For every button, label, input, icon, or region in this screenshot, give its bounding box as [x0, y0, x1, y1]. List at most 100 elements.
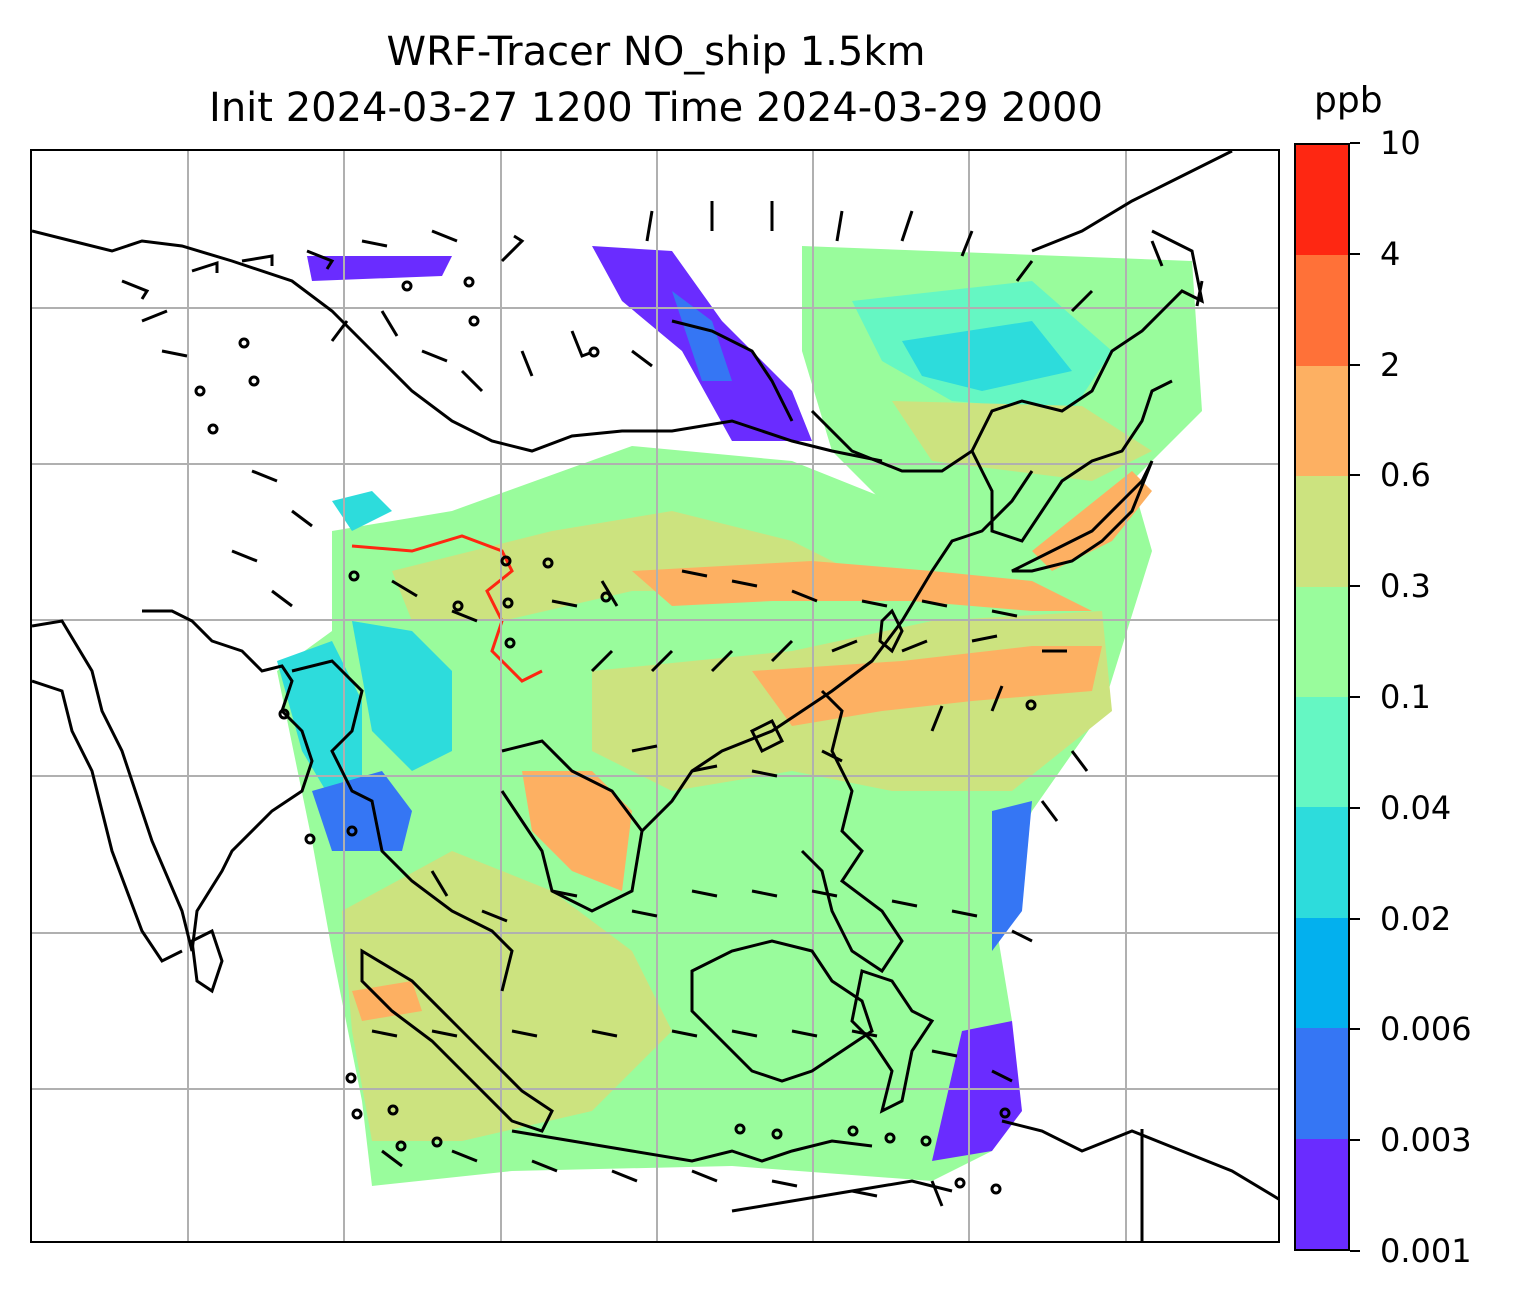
- map-panel: [30, 149, 1280, 1243]
- wind-barb: [811, 889, 838, 898]
- calm-marker: [401, 280, 413, 292]
- wind-barb: [241, 254, 274, 266]
- wind-barb: [990, 685, 1004, 712]
- coast-japan: [1011, 460, 1154, 573]
- tracer-field: [277, 246, 1202, 1186]
- wind-barb: [731, 1029, 758, 1038]
- calm-marker: [278, 708, 290, 720]
- calm-marker: [771, 1128, 783, 1140]
- coast-taiwan: [878, 608, 904, 654]
- colorbar-tick: [1350, 696, 1360, 698]
- wind-barb: [731, 579, 758, 588]
- chart-title-line-1: WRF-Tracer NO_ship 1.5km: [386, 29, 926, 75]
- calm-marker: [395, 1140, 407, 1152]
- calm-marker: [500, 555, 512, 567]
- wind-barb: [451, 1149, 478, 1163]
- wind-barb: [460, 369, 484, 393]
- calm-marker: [884, 1132, 896, 1144]
- coast-korea: [970, 379, 1173, 543]
- wind-barb: [1070, 750, 1089, 772]
- wind-barb: [611, 1169, 638, 1183]
- field-orange-sumatra: [352, 981, 422, 1021]
- field-east-edge: [932, 1021, 1022, 1161]
- coast-india-west: [32, 679, 183, 963]
- wind-barb: [681, 569, 708, 578]
- wind-barb: [891, 899, 918, 908]
- coast-java: [511, 1129, 873, 1163]
- colorbar-segment: [1296, 1028, 1348, 1139]
- wind-barb: [691, 1169, 718, 1183]
- colorbar-tick: [1350, 474, 1360, 477]
- colorbar-tick-label: 0.001: [1380, 1232, 1472, 1270]
- calm-marker: [463, 276, 475, 288]
- wind-barb: [371, 1029, 398, 1038]
- calm-marker: [248, 375, 260, 387]
- calm-marker: [452, 600, 464, 612]
- wind-barb: [511, 1029, 538, 1038]
- calm-marker: [194, 385, 206, 397]
- field-main-yellow-1: [342, 851, 672, 1141]
- wind-barb: [381, 1149, 403, 1168]
- wind-barb: [691, 764, 718, 773]
- wind-barb: [930, 1180, 944, 1207]
- field-yellow-sea-core: [672, 291, 732, 381]
- wind-barb: [851, 1189, 878, 1198]
- wind-barb: [835, 210, 844, 242]
- colorbar-tick: [1350, 1028, 1360, 1031]
- colorbar-tick: [1350, 917, 1360, 920]
- map-canvas: [32, 151, 1278, 1241]
- coast-north-border: [32, 229, 883, 463]
- calm-marker: [588, 346, 600, 358]
- wind-barb: [1015, 260, 1034, 282]
- wind-barbs: [121, 201, 1204, 1207]
- wind-barb: [671, 1029, 698, 1038]
- calm-marker: [207, 423, 219, 435]
- colorbar-tick-label: 0.04: [1380, 788, 1452, 827]
- colorbar-tick: [1350, 806, 1360, 809]
- wind-barb: [121, 279, 150, 300]
- colorbar-segment: [1296, 917, 1348, 1029]
- wind-barb: [531, 1159, 558, 1173]
- wind-barb: [271, 589, 293, 608]
- calm-marker: [304, 833, 316, 845]
- chart-title-line-2: Init 2024-03-27 1200 Time 2024-03-29 200…: [209, 85, 1103, 131]
- wind-barb: [551, 599, 578, 608]
- wind-barb: [991, 1069, 1013, 1083]
- wind-barb: [791, 1029, 818, 1038]
- colorbar-tick-label: 0.006: [1380, 1010, 1472, 1049]
- colorbar-segment: [1296, 1138, 1348, 1249]
- wind-barb: [631, 909, 658, 918]
- calm-marker: [348, 570, 360, 582]
- field-andaman: [312, 771, 412, 851]
- field-tibet-edge: [332, 491, 392, 531]
- colorbar-tick-label: 0.6: [1380, 456, 1431, 495]
- wind-barb: [391, 579, 418, 598]
- colorbar-tick-label: 0.003: [1380, 1121, 1472, 1160]
- wind-barb: [590, 649, 614, 673]
- wind-barb: [330, 320, 349, 342]
- wind-barb: [451, 609, 478, 623]
- wind-barb: [500, 234, 525, 263]
- wind-barb: [380, 310, 399, 337]
- colorbar-tick: [1350, 1139, 1360, 1142]
- colorbar-segment: [1296, 696, 1348, 808]
- coast-india: [32, 609, 314, 952]
- calm-marker: [238, 337, 250, 349]
- wind-barb: [931, 1049, 958, 1058]
- coast-sumatra: [360, 948, 554, 1133]
- coast-borneo: [690, 939, 874, 1083]
- field-bay-bengal-edge: [277, 641, 362, 801]
- colorbar-tick: [1350, 1250, 1360, 1252]
- calm-marker: [431, 1136, 443, 1148]
- wind-barb: [770, 639, 794, 663]
- colorbar-unit-label: ppb: [1314, 80, 1383, 121]
- colorbar-segment: [1296, 586, 1348, 697]
- calm-marker: [1025, 699, 1037, 711]
- coast-mekong: [500, 739, 644, 913]
- wind-barb: [1070, 289, 1094, 313]
- coastlines: [32, 151, 1278, 1241]
- coast-srilanka: [190, 928, 224, 994]
- field-orange-band-1: [632, 561, 1092, 611]
- wind-barb: [1011, 929, 1033, 943]
- calm-marker: [351, 1108, 363, 1120]
